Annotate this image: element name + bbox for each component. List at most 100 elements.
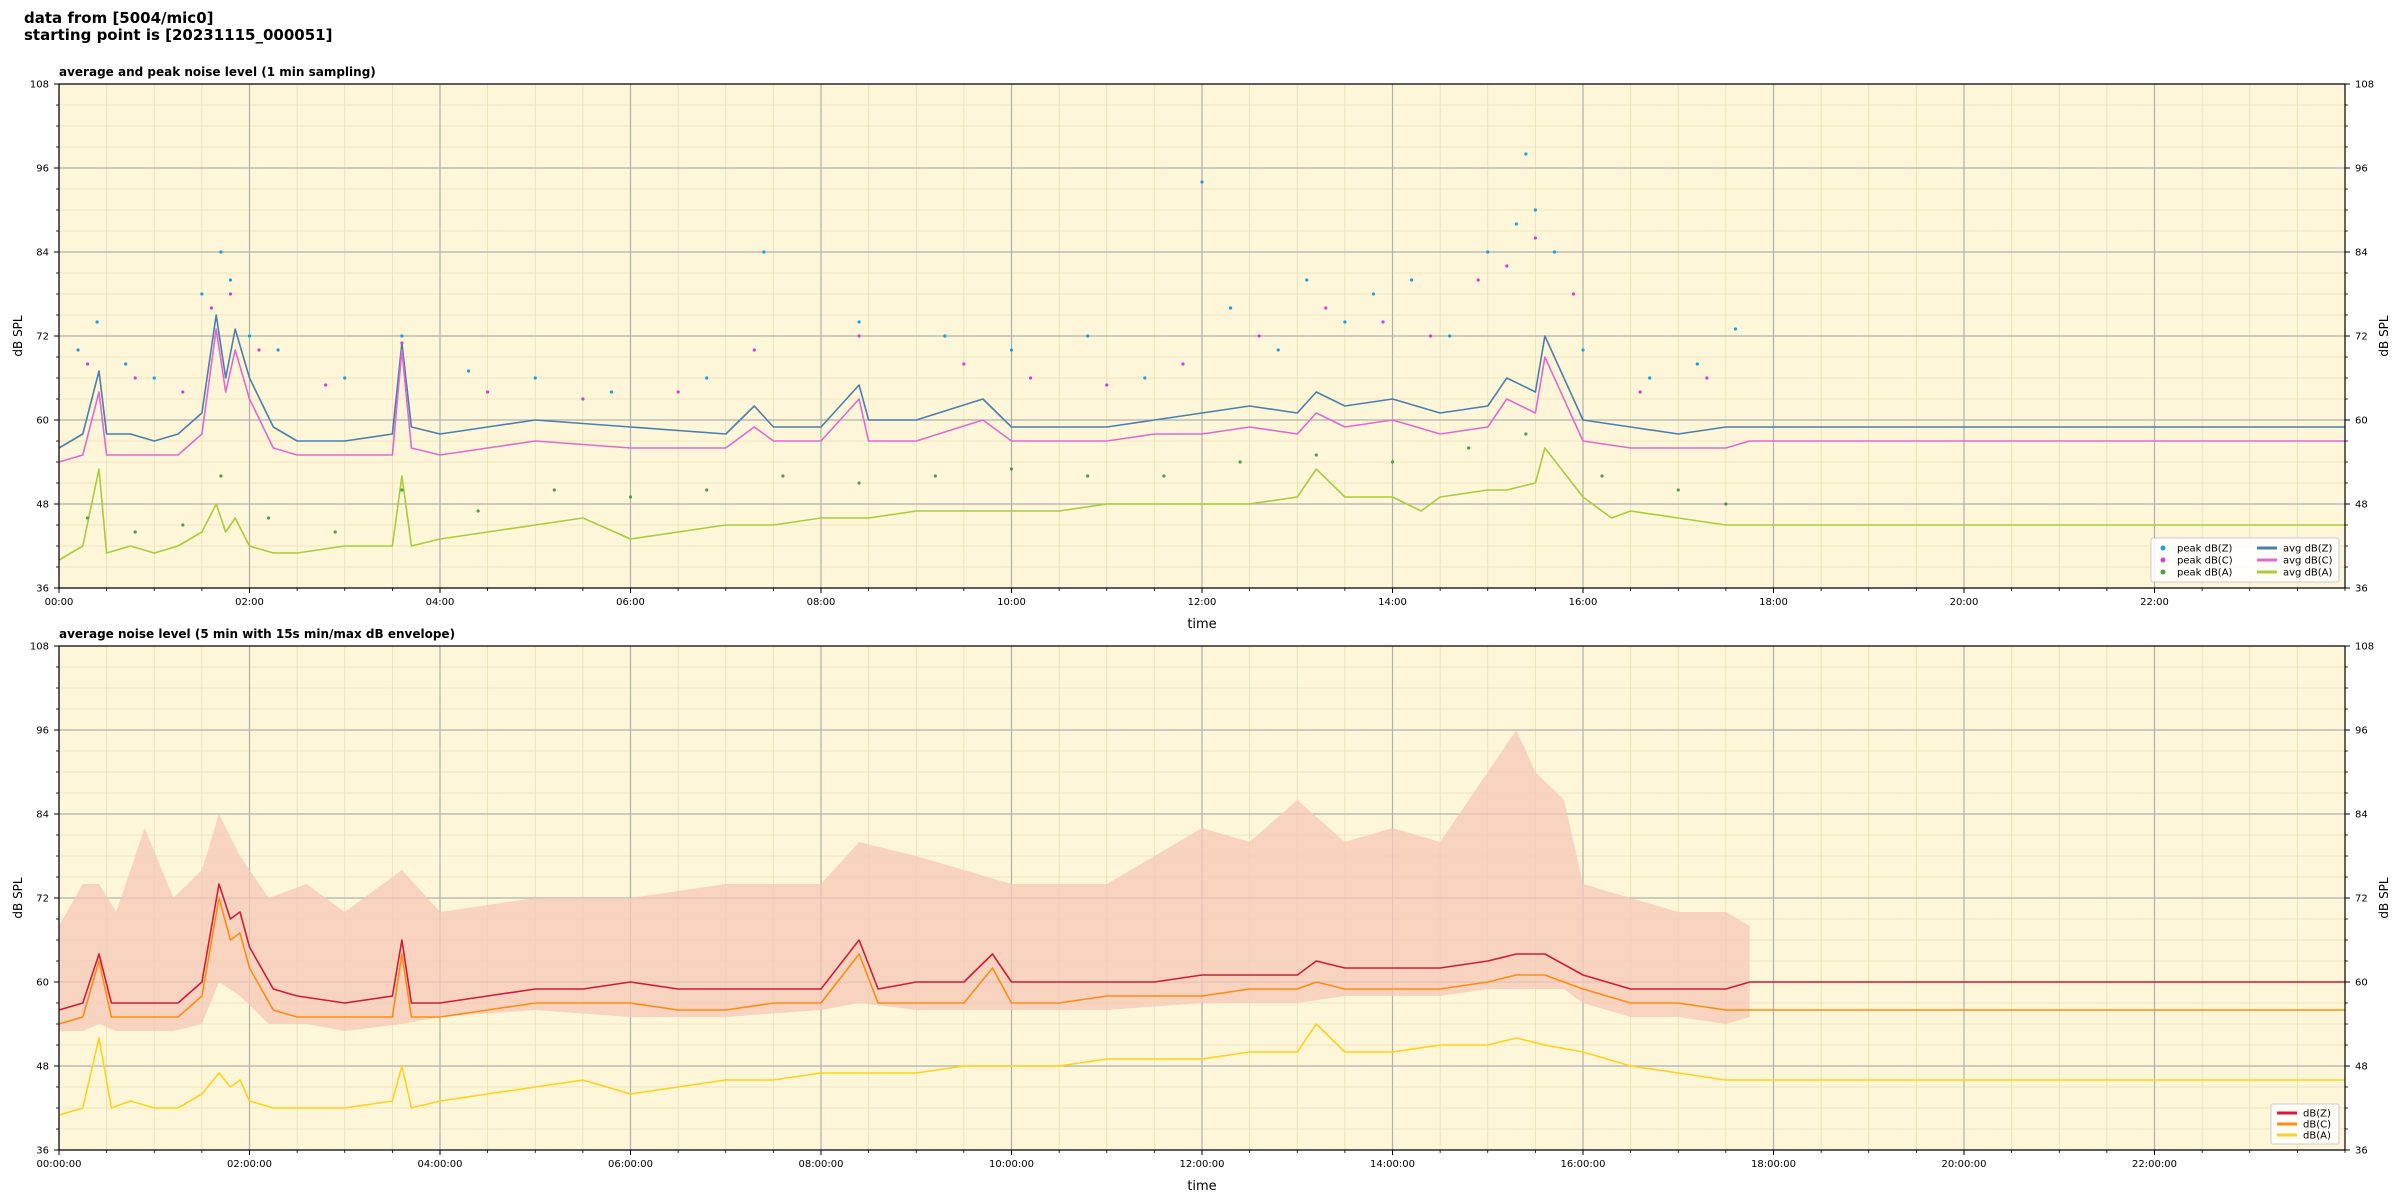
x-tick-label: 22:00:00: [2132, 1159, 2177, 1170]
y-tick-label-left: 84: [36, 248, 49, 259]
y-tick-label-left: 96: [36, 164, 49, 175]
x-tick-label: 10:00:00: [989, 1159, 1034, 1170]
min-max-envelope: [59, 730, 1750, 1031]
legend-label: dB(Z): [2303, 1109, 2331, 1120]
y-tick-label-right: 84: [2355, 810, 2368, 821]
data-point: [1533, 236, 1537, 240]
x-tick-label: 00:00: [45, 597, 74, 608]
x-tick-label: 18:00: [1759, 597, 1788, 608]
x-tick-label: 16:00: [1569, 597, 1598, 608]
y-axis-label-left: dB SPL: [11, 877, 25, 919]
data-point: [333, 530, 337, 534]
y-tick-label-right: 108: [2355, 80, 2374, 91]
data-point: [266, 516, 271, 520]
data-point: [1200, 180, 1204, 184]
data-point: [1162, 474, 1166, 478]
y-tick-label-left: 108: [30, 642, 49, 653]
data-point: [1524, 152, 1528, 156]
data-point: [124, 362, 128, 366]
x-tick-label: 12:00: [1188, 597, 1217, 608]
series-avg-db-a: [58, 447, 2345, 561]
x-tick-label: 12:00:00: [1180, 1159, 1225, 1170]
x-tick-label: 10:00: [997, 597, 1026, 608]
data-point: [1467, 446, 1471, 450]
data-point: [676, 390, 680, 394]
chart-legend: dB(Z)dB(C)dB(A): [2270, 1103, 2340, 1145]
data-point: [1009, 348, 1014, 352]
x-tick-label: 16:00:00: [1561, 1159, 1606, 1170]
x-tick-label: 20:00: [1950, 597, 1979, 608]
x-tick-label: 14:00:00: [1370, 1159, 1415, 1170]
y-tick-label-left: 60: [36, 978, 49, 989]
peak-and-average-chart: 00:00 02:00 04:00 06:00 08:00 10:00 12:00 14:00…: [11, 65, 2391, 632]
y-tick-label-right: 84: [2355, 248, 2368, 259]
y-tick-label-left: 36: [36, 584, 49, 595]
data-point: [133, 376, 137, 380]
data-point: [1009, 467, 1014, 471]
data-point: [400, 488, 404, 492]
data-point: [219, 474, 223, 478]
data-point: [1143, 376, 1147, 380]
data-point: [781, 474, 785, 478]
data-point: [1238, 460, 1242, 464]
x-tick-label: 02:00:00: [227, 1159, 272, 1170]
data-point: [943, 334, 947, 338]
data-point: [857, 334, 861, 338]
series-db-a: [58, 1023, 2345, 1116]
series-peak-db-a: [85, 432, 1728, 534]
data-point: [1676, 488, 1680, 492]
starting-point-line: starting point is [20231115_000051]: [24, 26, 333, 44]
chart-title: average noise level (5 min with 15s min/…: [59, 627, 455, 641]
data-point: [1324, 306, 1328, 310]
legend-label: dB(A): [2303, 1131, 2331, 1142]
y-tick-label-right: 72: [2355, 332, 2368, 343]
data-point: [1552, 250, 1557, 254]
data-point: [1533, 208, 1537, 212]
y-axis-label-left: dB SPL: [11, 315, 25, 357]
data-point: [1276, 348, 1280, 352]
y-tick-label-right: 48: [2355, 500, 2368, 511]
y-tick-label-right: 96: [2355, 164, 2368, 175]
data-point: [476, 509, 480, 513]
series-avg-db-z: [58, 314, 2345, 449]
y-axis-ticks: 36 36 48 48 60 60 72 72 84 84 96 96 108 108: [30, 642, 2374, 1157]
data-point: [1476, 278, 1480, 282]
x-axis-ticks: 00:00:00 02:00:00 04:00:00 06:00:00 08:00:00…: [37, 1150, 2346, 1170]
data-point: [76, 348, 80, 352]
data-point: [1638, 390, 1642, 394]
data-point: [257, 348, 261, 352]
data-point: [1695, 362, 1699, 366]
data-point: [1724, 502, 1728, 506]
data-point: [857, 320, 861, 324]
series-db-c: [58, 897, 2345, 1025]
data-point: [181, 390, 185, 394]
data-point: [1181, 362, 1185, 366]
data-point: [1524, 432, 1528, 436]
y-tick-label-left: 60: [36, 416, 49, 427]
data-point: [219, 250, 223, 254]
data-point: [181, 523, 185, 527]
x-tick-label: 06:00:00: [608, 1159, 653, 1170]
data-point: [343, 376, 347, 380]
data-point: [247, 334, 252, 338]
data-point: [1390, 460, 1395, 464]
data-source-line: data from [5004/mic0]: [24, 9, 214, 27]
y-tick-label-left: 72: [36, 332, 49, 343]
y-axis-ticks: 36 36 48 48 60 60 72 72 84 84 96 96 108 108: [30, 80, 2374, 595]
chart-title: average and peak noise level (1 min samp…: [59, 65, 376, 79]
legend-marker: [2160, 569, 2166, 575]
data-point: [1409, 278, 1414, 282]
chart-legend: peak dB(Z) avg dB(Z) peak dB(C) avg dB(C) pe…: [2150, 537, 2340, 583]
data-point: [1086, 334, 1090, 338]
data-point: [1257, 334, 1261, 338]
legend-label: peak dB(A): [2177, 568, 2233, 579]
x-tick-label: 00:00:00: [37, 1159, 82, 1170]
data-point: [1028, 376, 1033, 380]
data-point: [1105, 383, 1109, 387]
y-tick-label-right: 60: [2355, 416, 2368, 427]
data-point: [1371, 292, 1376, 296]
y-tick-label-right: 72: [2355, 894, 2368, 905]
y-axis-label-right: dB SPL: [2377, 877, 2391, 919]
data-point: [1343, 320, 1347, 324]
